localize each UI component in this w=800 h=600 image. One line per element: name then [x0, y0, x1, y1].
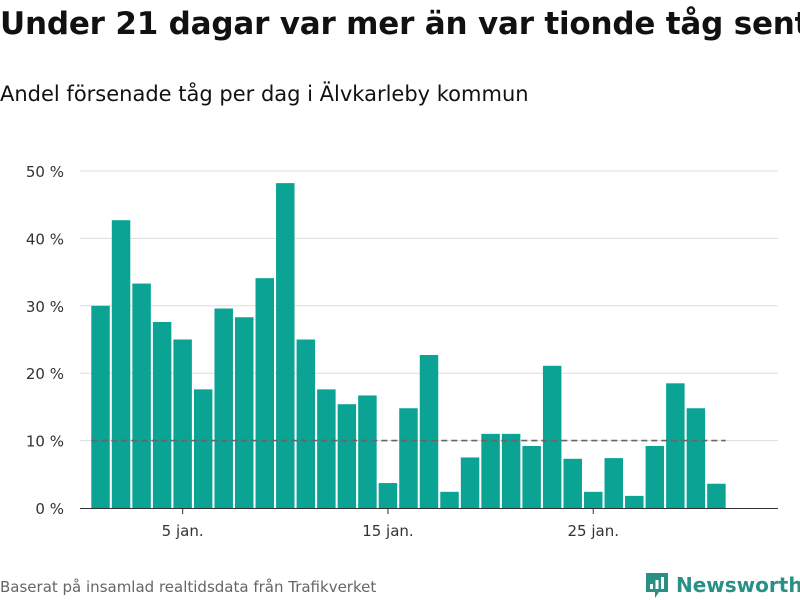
bar: [337, 404, 357, 508]
chart-subtitle: Andel försenade tåg per dag i Älvkarleby…: [0, 82, 529, 106]
bar: [132, 283, 151, 508]
bar: [419, 355, 439, 508]
bar: [440, 491, 459, 508]
bar: [193, 389, 213, 508]
x-tick-label: 5 jan.: [162, 522, 204, 540]
y-tick-label: 0 %: [35, 500, 64, 518]
bar: [686, 408, 706, 508]
y-tick-label: 40 %: [26, 230, 64, 248]
source-caption: Baserat på insamlad realtidsdata från Tr…: [0, 578, 377, 596]
bar: [666, 383, 685, 508]
y-tick-label: 20 %: [26, 365, 64, 383]
y-tick-label: 10 %: [26, 433, 64, 451]
bar: [152, 321, 172, 508]
bar: [276, 183, 295, 508]
bar: [111, 220, 131, 508]
bar: [255, 278, 275, 508]
bar: [645, 445, 665, 508]
bar: [317, 389, 336, 508]
bar: [91, 305, 110, 508]
bar: [563, 458, 582, 508]
x-tick-label: 15 jan.: [362, 522, 414, 540]
bar: [173, 339, 192, 508]
bar: [501, 433, 521, 508]
bar: [481, 433, 500, 508]
bar: [378, 483, 398, 508]
bar-chart: 0 % 10 % 20 % 30 % 40 % 50 % 5 jan. 15 jan. 25 …: [26, 163, 778, 540]
bar: [625, 495, 644, 508]
x-axis: 5 jan. 15 jan. 25 jan.: [80, 508, 778, 540]
bar: [234, 317, 254, 508]
bar: [214, 308, 233, 508]
bar: [522, 445, 541, 508]
bar: [399, 408, 418, 508]
brand-name: Newsworthy: [676, 573, 800, 597]
bars: [91, 183, 726, 508]
bar: [542, 365, 562, 508]
bar: [358, 395, 377, 508]
chart-title: Under 21 dagar var mer än var tionde tåg…: [0, 6, 800, 42]
bar: [604, 458, 624, 508]
x-tick-label: 25 jan.: [567, 522, 619, 540]
brand-logo[interactable]: Newsworthy: [644, 570, 800, 600]
bar: [583, 491, 603, 508]
bar: [296, 339, 316, 508]
y-tick-label: 30 %: [26, 298, 64, 316]
y-axis-labels: 0 % 10 % 20 % 30 % 40 % 50 %: [26, 163, 64, 518]
y-tick-label: 50 %: [26, 163, 64, 181]
newsworthy-logo-icon: [646, 573, 668, 598]
bar: [707, 483, 726, 508]
bar: [460, 457, 480, 508]
